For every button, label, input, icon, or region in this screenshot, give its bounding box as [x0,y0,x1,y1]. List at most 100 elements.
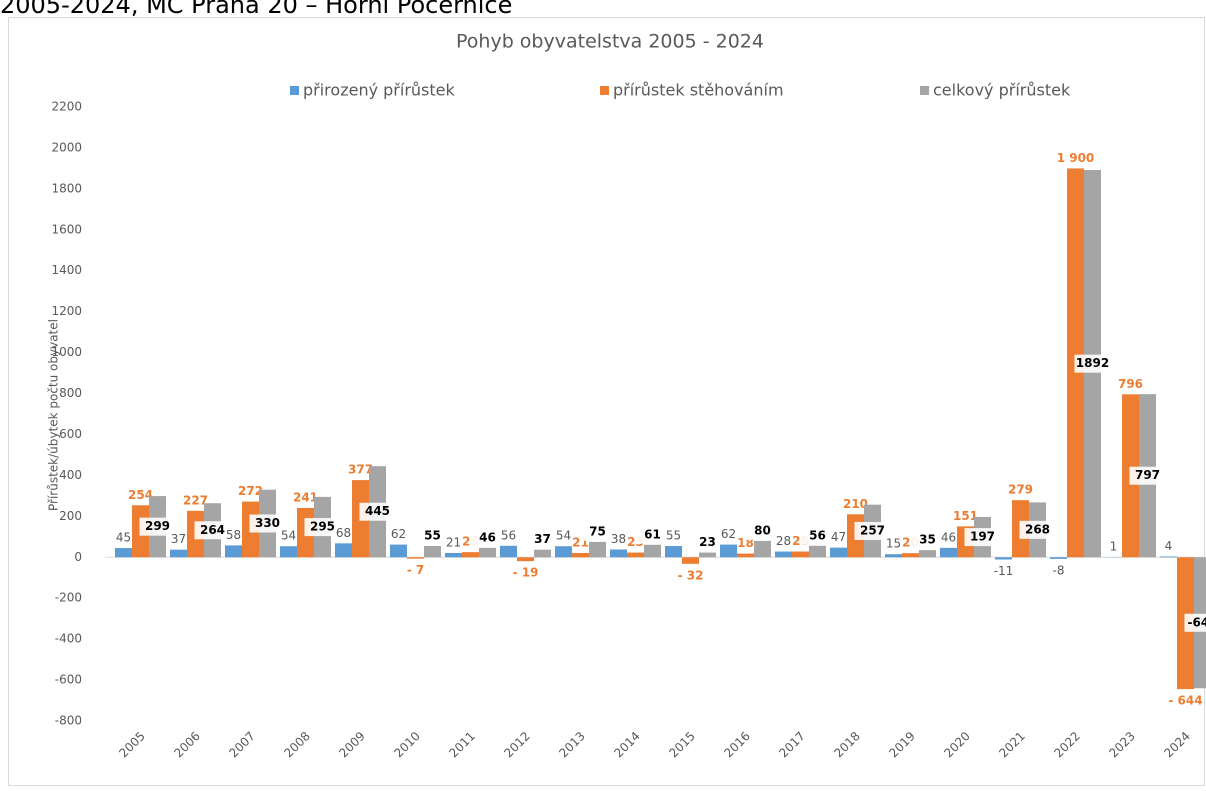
y-tick-label: 1000 [51,345,82,359]
data-label: 35 [919,533,936,547]
data-label: 1 [1110,540,1118,554]
bar [665,546,682,557]
bar [720,545,737,558]
y-tick-label: -200 [55,591,82,605]
y-tick-label: 1400 [51,263,82,277]
bar [940,548,957,557]
bar [809,546,826,557]
x-tick-label: 2020 [941,729,972,760]
data-label: 62 [721,527,736,541]
bar [479,548,496,557]
legend-label: celkový přírůstek [933,81,1071,100]
data-label: 796 [1118,377,1143,391]
data-label: 61 [644,527,661,541]
bar [1160,556,1177,557]
bar [225,545,242,557]
y-tick-label: -400 [55,632,82,646]
data-label: - 32 [678,568,704,582]
data-label: 54 [556,529,571,543]
y-tick-label: 2200 [51,100,82,114]
bar [919,550,936,557]
bar [115,548,132,557]
data-label: - 19 [513,566,539,580]
legend-swatch [920,86,929,95]
data-label: 797 [1135,468,1160,482]
y-tick-label: 1600 [51,222,82,236]
x-tick-label: 2022 [1051,729,1082,760]
x-tick-label: 2009 [336,729,367,760]
bar [407,557,424,558]
x-tick-label: 2015 [666,729,697,760]
x-tick-label: 2023 [1106,729,1137,760]
y-tick-label: 1200 [51,304,82,318]
bar [699,553,716,558]
data-label: 15 [886,537,901,551]
data-label: 58 [226,528,241,542]
data-label: -8 [1053,563,1065,577]
legend-label: přírůstek stěhováním [613,81,784,100]
bar [517,557,534,561]
data-label: 62 [391,527,406,541]
data-label: 1 900 [1057,151,1095,165]
x-tick-label: 2019 [886,729,917,760]
bar [792,552,809,558]
bar [1050,557,1067,559]
bar [555,546,572,557]
y-tick-label: 600 [59,427,82,441]
x-tick-label: 2008 [281,729,312,760]
data-label: 56 [809,528,826,542]
x-tick-label: 2005 [116,729,147,760]
data-label: 46 [479,530,496,544]
data-label: 80 [754,523,771,537]
x-tick-label: 2006 [171,729,202,760]
data-label: 47 [831,530,846,544]
bar [754,541,771,557]
data-label: 55 [666,529,681,543]
data-label: 257 [860,523,885,537]
x-tick-label: 2010 [391,729,422,760]
bar [500,546,517,557]
bar [995,557,1012,559]
bar [390,545,407,558]
bar [445,553,462,557]
y-tick-label: -800 [55,714,82,728]
data-label: 330 [255,516,280,530]
data-label: 445 [365,504,390,518]
bar [627,553,644,558]
data-label: 279 [1008,483,1033,497]
x-tick-label: 2012 [501,729,532,760]
bar [572,553,589,557]
data-label: 23 [699,535,716,549]
data-label: - 7 [407,563,425,577]
x-tick-label: 2013 [556,729,587,760]
data-label: 295 [310,520,335,534]
x-tick-label: 2017 [776,729,807,760]
page-heading: 2005-2024, MČ Praha 20 – Horní Počernice [0,0,512,19]
y-tick-label: 1800 [51,181,82,195]
bar [335,543,352,557]
x-tick-label: 2024 [1161,729,1192,760]
bar [644,545,661,557]
chart-title: Pohyb obyvatelstva 2005 - 2024 [456,31,764,53]
bar [885,554,902,557]
bar [170,550,187,558]
data-label: 37 [171,532,186,546]
y-tick-label: 400 [59,468,82,482]
bar [424,546,441,557]
y-tick-label: 2000 [51,140,82,154]
data-label: 55 [424,529,441,543]
data-label: 28 [776,534,791,548]
data-label: 37 [534,532,551,546]
data-label: 197 [970,530,995,544]
y-tick-label: 200 [59,509,82,523]
data-label: 1892 [1076,356,1109,370]
legend-swatch [600,86,609,95]
bar [902,553,919,557]
data-label: 46 [941,530,956,544]
data-label: - 644 [1168,694,1202,708]
bar [775,552,792,558]
bar [682,557,699,564]
bar [280,546,297,557]
data-label: 268 [1025,522,1050,536]
x-tick-label: 2011 [446,729,477,760]
